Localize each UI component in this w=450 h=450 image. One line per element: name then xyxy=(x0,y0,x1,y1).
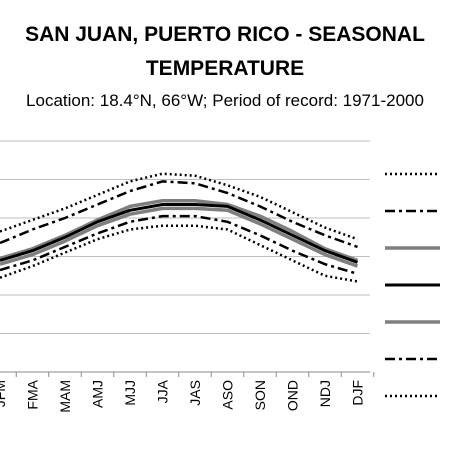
x-tick-label: JAS xyxy=(187,380,203,406)
chart-subtitle: Location: 18.4°N, 66°W; Period of record… xyxy=(26,91,424,110)
x-tick-label: NDJ xyxy=(317,380,333,407)
series-line-7 xyxy=(0,224,358,283)
series-line-1 xyxy=(0,172,358,241)
x-tick-label: OND xyxy=(285,380,301,411)
x-tick-label: SON xyxy=(252,380,268,410)
series-line-3 xyxy=(0,198,359,263)
x-tick-label: AMJ xyxy=(90,380,106,408)
chart-title-line-2: TEMPERATURE xyxy=(145,57,305,80)
series-line-4 xyxy=(0,203,359,264)
x-tick-label: MJJ xyxy=(122,380,138,406)
x-tick-label: FMA xyxy=(25,379,41,409)
x-tick-label: DJF xyxy=(350,380,366,406)
chart-title-line-1: SAN JUAN, PUERTO RICO - SEASONAL xyxy=(25,23,425,46)
x-tick-label: MAM xyxy=(57,380,73,413)
x-tick-label: JFM xyxy=(0,380,8,407)
series-line-5 xyxy=(0,206,359,268)
x-tick-label: JJA xyxy=(155,379,171,403)
series-line-6 xyxy=(0,214,358,275)
series-line-2 xyxy=(0,180,358,249)
x-tick-label: ASO xyxy=(220,380,236,410)
